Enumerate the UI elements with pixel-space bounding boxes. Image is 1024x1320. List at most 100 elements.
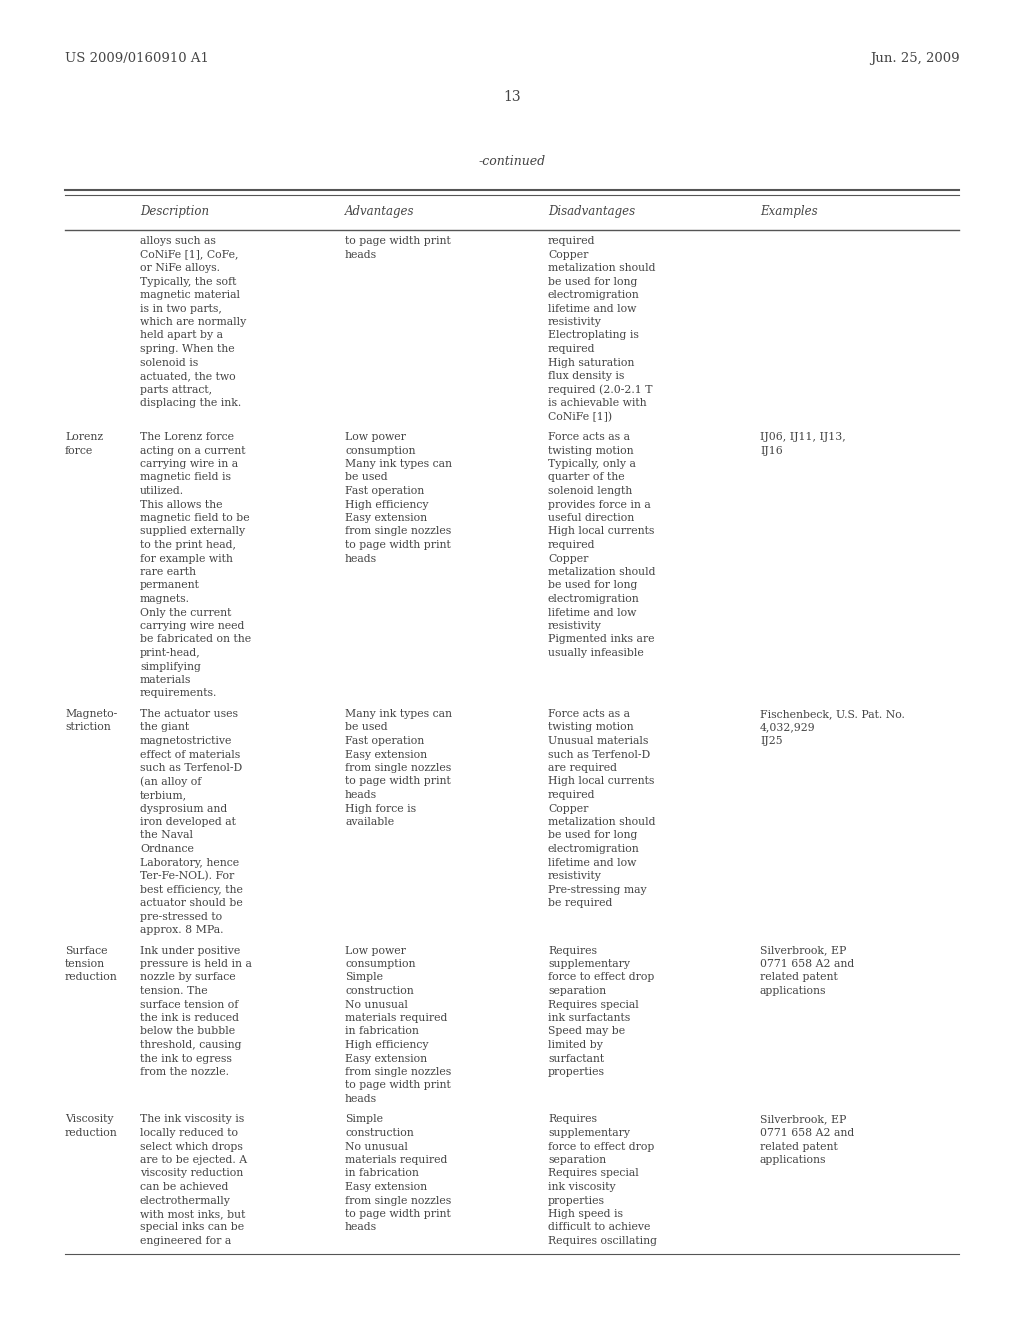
Text: This allows the: This allows the [140, 499, 222, 510]
Text: resistivity: resistivity [548, 317, 602, 327]
Text: in fabrication: in fabrication [345, 1027, 419, 1036]
Text: twisting motion: twisting motion [548, 446, 634, 455]
Text: force to effect drop: force to effect drop [548, 1142, 654, 1151]
Text: flux density is: flux density is [548, 371, 625, 381]
Text: from single nozzles: from single nozzles [345, 527, 452, 536]
Text: terbium,: terbium, [140, 789, 187, 800]
Text: locally reduced to: locally reduced to [140, 1129, 238, 1138]
Text: magnets.: magnets. [140, 594, 190, 605]
Text: iron developed at: iron developed at [140, 817, 236, 828]
Text: resistivity: resistivity [548, 871, 602, 880]
Text: related patent: related patent [760, 973, 838, 982]
Text: available: available [345, 817, 394, 828]
Text: Only the current: Only the current [140, 607, 231, 618]
Text: materials required: materials required [345, 1155, 447, 1166]
Text: consumption: consumption [345, 960, 416, 969]
Text: Jun. 25, 2009: Jun. 25, 2009 [870, 51, 961, 65]
Text: from the nozzle.: from the nozzle. [140, 1067, 229, 1077]
Text: electrothermally: electrothermally [140, 1196, 230, 1205]
Text: usually infeasible: usually infeasible [548, 648, 644, 657]
Text: carrying wire need: carrying wire need [140, 620, 245, 631]
Text: twisting motion: twisting motion [548, 722, 634, 733]
Text: below the bubble: below the bubble [140, 1027, 236, 1036]
Text: rare earth: rare earth [140, 568, 196, 577]
Text: electromigration: electromigration [548, 594, 640, 605]
Text: or NiFe alloys.: or NiFe alloys. [140, 263, 220, 273]
Text: which are normally: which are normally [140, 317, 246, 327]
Text: to page width print: to page width print [345, 1209, 451, 1218]
Text: force to effect drop: force to effect drop [548, 973, 654, 982]
Text: Low power: Low power [345, 432, 406, 442]
Text: to page width print: to page width print [345, 776, 451, 787]
Text: be used: be used [345, 722, 388, 733]
Text: Simple: Simple [345, 1114, 383, 1125]
Text: select which drops: select which drops [140, 1142, 243, 1151]
Text: Copper: Copper [548, 249, 589, 260]
Text: surface tension of: surface tension of [140, 999, 239, 1010]
Text: Fast operation: Fast operation [345, 737, 424, 746]
Text: Typically, only a: Typically, only a [548, 459, 636, 469]
Text: threshold, causing: threshold, causing [140, 1040, 242, 1049]
Text: actuator should be: actuator should be [140, 898, 243, 908]
Text: difficult to achieve: difficult to achieve [548, 1222, 650, 1233]
Text: The actuator uses: The actuator uses [140, 709, 238, 719]
Text: required: required [548, 540, 596, 550]
Text: construction: construction [345, 1129, 414, 1138]
Text: 13: 13 [503, 90, 521, 104]
Text: is achievable with: is achievable with [548, 399, 646, 408]
Text: High force is: High force is [345, 804, 416, 813]
Text: reduction: reduction [65, 1129, 118, 1138]
Text: No unusual: No unusual [345, 1142, 408, 1151]
Text: required (2.0-2.1 T: required (2.0-2.1 T [548, 384, 652, 395]
Text: striction: striction [65, 722, 111, 733]
Text: pre-stressed to: pre-stressed to [140, 912, 222, 921]
Text: Easy extension: Easy extension [345, 750, 427, 759]
Text: magnetic field to be: magnetic field to be [140, 513, 250, 523]
Text: Requires: Requires [548, 945, 597, 956]
Text: metalization should: metalization should [548, 568, 655, 577]
Text: Many ink types can: Many ink types can [345, 709, 452, 719]
Text: separation: separation [548, 986, 606, 997]
Text: Easy extension: Easy extension [345, 1181, 427, 1192]
Text: force: force [65, 446, 93, 455]
Text: best efficiency, the: best efficiency, the [140, 884, 243, 895]
Text: print-head,: print-head, [140, 648, 201, 657]
Text: be required: be required [548, 898, 612, 908]
Text: (an alloy of: (an alloy of [140, 776, 202, 787]
Text: applications: applications [760, 986, 826, 997]
Text: the giant: the giant [140, 722, 189, 733]
Text: Magneto-: Magneto- [65, 709, 118, 719]
Text: requirements.: requirements. [140, 689, 217, 698]
Text: magnetic material: magnetic material [140, 290, 240, 300]
Text: heads: heads [345, 1222, 377, 1233]
Text: properties: properties [548, 1067, 605, 1077]
Text: Pre-stressing may: Pre-stressing may [548, 884, 646, 895]
Text: approx. 8 MPa.: approx. 8 MPa. [140, 925, 223, 935]
Text: Silverbrook, EP: Silverbrook, EP [760, 1114, 847, 1125]
Text: pressure is held in a: pressure is held in a [140, 960, 252, 969]
Text: with most inks, but: with most inks, but [140, 1209, 246, 1218]
Text: tension. The: tension. The [140, 986, 208, 997]
Text: effect of materials: effect of materials [140, 750, 241, 759]
Text: Copper: Copper [548, 804, 589, 813]
Text: utilized.: utilized. [140, 486, 184, 496]
Text: No unusual: No unusual [345, 999, 408, 1010]
Text: Viscosity: Viscosity [65, 1114, 114, 1125]
Text: supplementary: supplementary [548, 1129, 630, 1138]
Text: electromigration: electromigration [548, 843, 640, 854]
Text: Lorenz: Lorenz [65, 432, 103, 442]
Text: be used: be used [345, 473, 388, 483]
Text: Speed may be: Speed may be [548, 1027, 625, 1036]
Text: Requires special: Requires special [548, 999, 639, 1010]
Text: from single nozzles: from single nozzles [345, 1196, 452, 1205]
Text: Electroplating is: Electroplating is [548, 330, 639, 341]
Text: related patent: related patent [760, 1142, 838, 1151]
Text: Ordnance: Ordnance [140, 843, 194, 854]
Text: supplied externally: supplied externally [140, 527, 245, 536]
Text: solenoid is: solenoid is [140, 358, 199, 367]
Text: required: required [548, 236, 596, 246]
Text: heads: heads [345, 249, 377, 260]
Text: -continued: -continued [478, 154, 546, 168]
Text: construction: construction [345, 986, 414, 997]
Text: the ink to egress: the ink to egress [140, 1053, 231, 1064]
